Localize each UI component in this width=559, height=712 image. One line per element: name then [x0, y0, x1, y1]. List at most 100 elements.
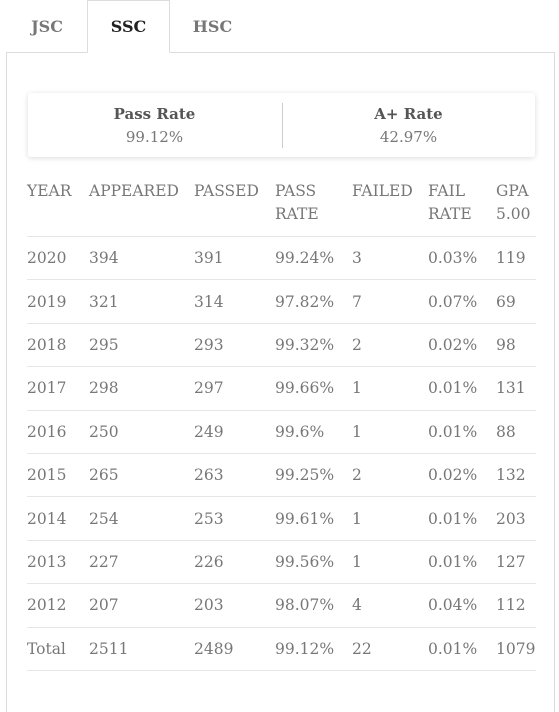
cell-pass-rate: 99.32%	[275, 322, 352, 367]
cell-passed: 293	[194, 322, 275, 367]
cell-passed: 253	[194, 496, 275, 541]
cell-gpa5: 69	[496, 279, 536, 324]
cell-appeared: 207	[89, 583, 194, 628]
cell-failed: 3	[352, 235, 428, 280]
tab-ssc[interactable]: SSC	[87, 0, 170, 53]
column-header-fail-rate: FAIL RATE	[428, 182, 472, 223]
column-header-passed: PASSED	[194, 182, 259, 200]
cell-appeared: 2511	[89, 626, 194, 671]
summary-card: Pass Rate 99.12% A+ Rate 42.97%	[28, 93, 535, 157]
table-row: 2017 298 297 99.66% 1 0.01% 131	[27, 366, 536, 411]
table-row: 2012 207 203 98.07% 4 0.04% 112	[27, 583, 536, 628]
cell-pass-rate: 99.66%	[275, 366, 352, 411]
table-body: 2020 394 391 99.24% 3 0.03% 119 2019 321 314 97.82…	[27, 235, 536, 671]
table-row: 2015 265 263 99.25% 2 0.02% 132	[27, 452, 536, 497]
table-row: 2013 227 226 99.56% 1 0.01% 127	[27, 539, 536, 584]
pass-rate-stat: Pass Rate 99.12%	[28, 93, 281, 157]
cell-appeared: 321	[89, 279, 194, 324]
cell-appeared: 254	[89, 496, 194, 541]
cell-fail-rate: 0.02%	[428, 322, 496, 367]
cell-year: 2016	[27, 409, 89, 454]
pass-rate-label: Pass Rate	[113, 105, 196, 123]
cell-failed: 1	[352, 409, 428, 454]
cell-fail-rate: 0.02%	[428, 452, 496, 497]
cell-gpa5: 203	[496, 496, 536, 541]
tab-jsc[interactable]: JSC	[31, 16, 63, 36]
cell-appeared: 295	[89, 322, 194, 367]
cell-passed: 249	[194, 409, 275, 454]
cell-gpa5: 112	[496, 583, 536, 628]
cell-passed: 226	[194, 539, 275, 584]
cell-pass-rate: 99.6%	[275, 409, 352, 454]
table-row: 2018 295 293 99.32% 2 0.02% 98	[27, 322, 536, 367]
cell-failed: 2	[352, 452, 428, 497]
cell-year: 2018	[27, 322, 89, 367]
cell-appeared: 298	[89, 366, 194, 411]
cell-fail-rate: 0.01%	[428, 626, 496, 671]
exam-tabs: JSC SSC HSC	[6, 0, 555, 53]
cell-fail-rate: 0.04%	[428, 583, 496, 628]
cell-year: 2019	[27, 279, 89, 324]
cell-failed: 1	[352, 496, 428, 541]
cell-passed: 314	[194, 279, 275, 324]
cell-failed: 4	[352, 583, 428, 628]
cell-appeared: 227	[89, 539, 194, 584]
cell-gpa5: 88	[496, 409, 536, 454]
tab-hsc[interactable]: HSC	[192, 16, 233, 36]
table-row: 2016 250 249 99.6% 1 0.01% 88	[27, 409, 536, 454]
cell-year: 2014	[27, 496, 89, 541]
aplus-rate-label: A+ Rate	[374, 105, 443, 123]
cell-appeared: 250	[89, 409, 194, 454]
table-row: 2020 394 391 99.24% 3 0.03% 119	[27, 235, 536, 280]
summary-divider	[282, 103, 283, 148]
cell-year: 2012	[27, 583, 89, 628]
cell-gpa5: 131	[496, 366, 536, 411]
cell-passed: 263	[194, 452, 275, 497]
cell-year: 2017	[27, 366, 89, 411]
cell-failed: 22	[352, 626, 428, 671]
cell-pass-rate: 97.82%	[275, 279, 352, 324]
cell-pass-rate: 99.25%	[275, 452, 352, 497]
cell-pass-rate: 99.61%	[275, 496, 352, 541]
pass-rate-value: 99.12%	[125, 128, 184, 146]
column-header-failed: FAILED	[352, 182, 413, 200]
tab-panel: Pass Rate 99.12% A+ Rate 42.97% YEAR APP…	[6, 52, 555, 712]
cell-passed: 297	[194, 366, 275, 411]
cell-fail-rate: 0.01%	[428, 496, 496, 541]
cell-failed: 1	[352, 539, 428, 584]
cell-gpa5: 127	[496, 539, 536, 584]
table-row: 2019 321 314 97.82% 7 0.07% 69	[27, 279, 536, 324]
cell-pass-rate: 99.24%	[275, 235, 352, 280]
cell-fail-rate: 0.01%	[428, 539, 496, 584]
results-table: YEAR APPEARED PASSED PASS RATE FAILED FA…	[27, 178, 536, 671]
cell-passed: 2489	[194, 626, 275, 671]
cell-appeared: 394	[89, 235, 194, 280]
cell-gpa5: 132	[496, 452, 536, 497]
cell-pass-rate: 98.07%	[275, 583, 352, 628]
cell-failed: 7	[352, 279, 428, 324]
aplus-rate-value: 42.97%	[379, 128, 438, 146]
column-header-gpa5: GPA 5.00	[496, 182, 531, 223]
cell-pass-rate: 99.56%	[275, 539, 352, 584]
table-row: 2014 254 253 99.61% 1 0.01% 203	[27, 496, 536, 541]
column-header-year: YEAR	[27, 182, 72, 200]
cell-failed: 1	[352, 366, 428, 411]
cell-fail-rate: 0.01%	[428, 409, 496, 454]
cell-gpa5: 98	[496, 322, 536, 367]
cell-year: 2015	[27, 452, 89, 497]
cell-appeared: 265	[89, 452, 194, 497]
cell-year: 2020	[27, 235, 89, 280]
cell-passed: 203	[194, 583, 275, 628]
column-header-appeared: APPEARED	[89, 182, 179, 200]
table-total-row: Total 2511 2489 99.12% 22 0.01% 1079	[27, 626, 536, 671]
column-header-pass-rate: PASS RATE	[275, 182, 319, 223]
cell-gpa5: 1079	[496, 626, 536, 671]
cell-failed: 2	[352, 322, 428, 367]
cell-passed: 391	[194, 235, 275, 280]
cell-fail-rate: 0.03%	[428, 235, 496, 280]
cell-pass-rate: 99.12%	[275, 626, 352, 671]
table-header-row: YEAR APPEARED PASSED PASS RATE FAILED FA…	[27, 178, 536, 237]
cell-year: Total	[27, 626, 89, 671]
cell-fail-rate: 0.01%	[428, 366, 496, 411]
aplus-rate-stat: A+ Rate 42.97%	[282, 93, 535, 157]
